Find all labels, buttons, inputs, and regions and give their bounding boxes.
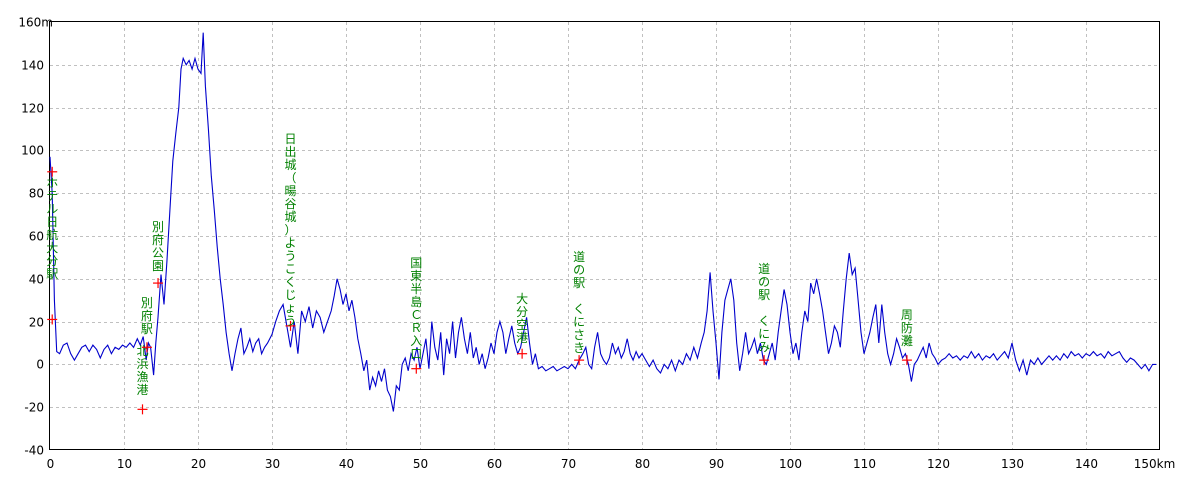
x-tick-label: 0 <box>47 457 55 471</box>
x-tick-label: 10 <box>117 457 132 471</box>
grid-lines <box>50 22 1160 450</box>
x-tick-label: 120 <box>927 457 950 471</box>
x-tick-label: 110 <box>853 457 876 471</box>
x-tick-label: 70 <box>561 457 576 471</box>
x-tick-label: 20 <box>191 457 206 471</box>
x-tick-label: 150km <box>1134 457 1176 471</box>
x-tick-label: 40 <box>339 457 354 471</box>
y-tick-label: 80 <box>29 187 44 201</box>
y-tick-label: 160m <box>18 16 53 30</box>
tick-labels: 0 10 20 30 40 50 60 70 80 90 100 110 120 130 140 150km -… <box>18 16 1175 472</box>
plot-frame <box>49 21 1160 450</box>
y-tick-label: -20 <box>24 401 44 415</box>
waypoint-label: 道の駅 くにさき <box>573 250 585 355</box>
y-tick-label: 100 <box>21 144 44 158</box>
x-tick-label: 30 <box>265 457 280 471</box>
x-tick-label: 60 <box>487 457 502 471</box>
waypoint-label: 北浜漁港 <box>136 344 148 397</box>
y-tick-label: 0 <box>36 358 44 372</box>
waypoint-label: 周防灘 <box>901 308 913 348</box>
elevation-series <box>49 32 1157 412</box>
waypoint-label: ホテル日航大分駅 <box>46 176 58 281</box>
y-tick-label: 60 <box>29 230 44 244</box>
x-tick-label: 50 <box>413 457 428 471</box>
x-tick-label: 100 <box>779 457 802 471</box>
elevation-line <box>49 32 1157 412</box>
x-tick-label: 130 <box>1001 457 1024 471</box>
y-tick-label: 120 <box>21 102 44 116</box>
x-tick-label: 140 <box>1075 457 1098 471</box>
y-tick-label: 140 <box>21 59 44 73</box>
y-tick-label: -40 <box>24 444 44 458</box>
waypoint-label: 日出城（暘谷城）ようこくじょう <box>284 132 296 328</box>
waypoint-label: 大分空港 <box>516 292 528 345</box>
waypoint-label: 別府駅 <box>141 296 153 336</box>
y-tick-label: 40 <box>29 273 44 287</box>
waypoint-label: 道の駅 くにみ <box>758 262 770 354</box>
waypoint-label: 別府公園 <box>152 220 164 273</box>
y-tick-label: 20 <box>29 316 44 330</box>
waypoint-label: 国東半島ＣＲ入口 <box>410 256 422 361</box>
x-tick-label: 90 <box>709 457 724 471</box>
x-tick-label: 80 <box>635 457 650 471</box>
